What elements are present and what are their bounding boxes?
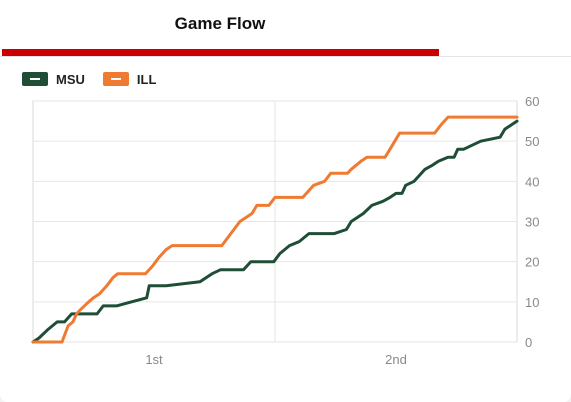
- legend-item-msu[interactable]: MSU: [22, 72, 85, 87]
- title-underline-bar: [2, 49, 439, 56]
- y-tick-label: 60: [525, 94, 539, 109]
- y-tick-label: 40: [525, 174, 539, 189]
- legend-swatch-ill: [102, 72, 129, 86]
- y-tick-label: 50: [525, 134, 539, 149]
- legend-label-ill: ILL: [136, 71, 157, 87]
- y-tick-label: 0: [525, 335, 532, 350]
- series-line-ill: [31, 115, 519, 344]
- legend-item-ill[interactable]: ILL: [102, 71, 157, 87]
- legend-label-msu: MSU: [56, 71, 85, 87]
- header-divider: [0, 56, 571, 57]
- series-line-msu: [31, 119, 519, 344]
- card-header: Game Flow: [0, 0, 571, 57]
- y-tick-label: 20: [525, 255, 539, 270]
- x-tick-label: 1st: [145, 352, 163, 367]
- x-tick-label: 2nd: [385, 352, 407, 367]
- card-title: Game Flow: [174, 14, 266, 33]
- y-tick-label: 30: [525, 215, 539, 230]
- chart-legend: MSU ILL: [22, 70, 174, 88]
- legend-swatch-msu: [22, 72, 48, 86]
- y-tick-label: 10: [525, 295, 539, 310]
